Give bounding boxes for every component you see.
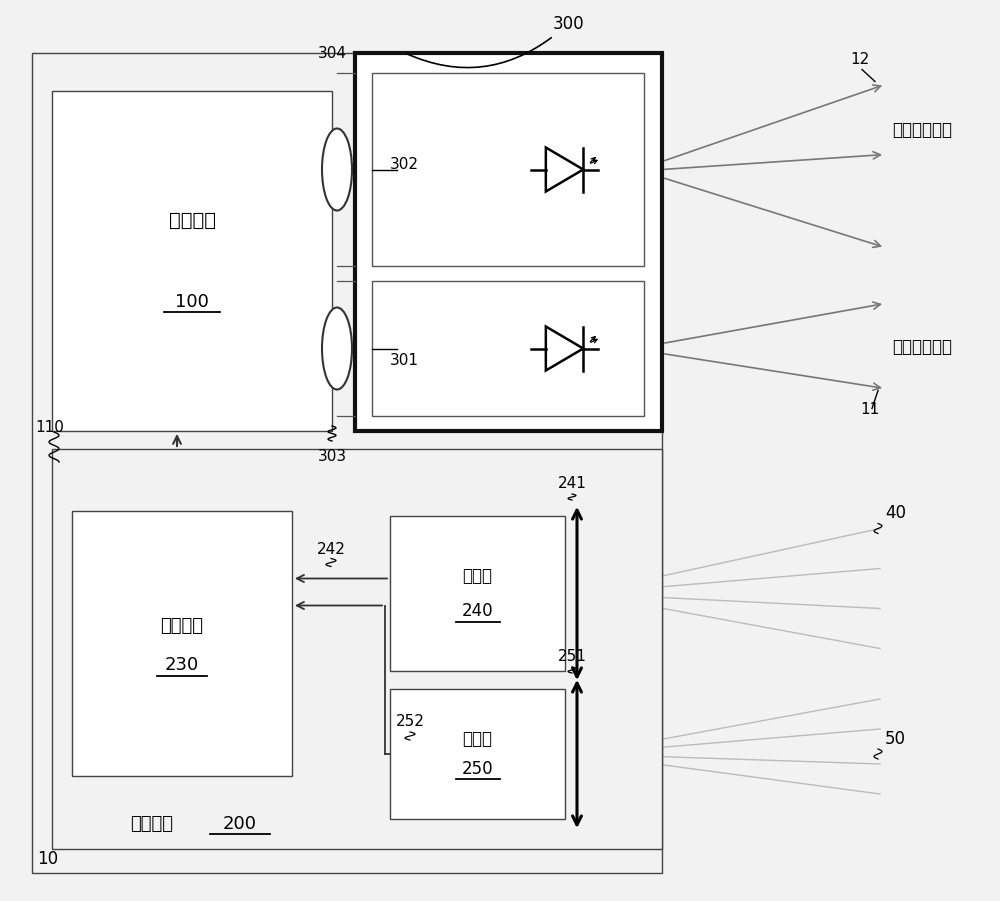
Text: 窄的可视光束: 窄的可视光束 (892, 338, 952, 356)
Bar (72, 511, 292, 776)
Text: 303: 303 (317, 449, 347, 464)
Bar (390, 689, 565, 819)
Bar (52, 449, 662, 849)
Bar (355, 53, 662, 431)
Bar (52, 91, 332, 431)
Text: 302: 302 (390, 157, 419, 172)
Text: 250: 250 (462, 760, 493, 778)
Text: 传感器: 传感器 (463, 567, 493, 585)
Text: 控制模块: 控制模块 (130, 815, 174, 833)
Text: 传感器: 传感器 (463, 730, 493, 748)
Ellipse shape (322, 307, 352, 389)
Text: 251: 251 (558, 649, 586, 664)
Text: 200: 200 (223, 815, 257, 833)
Text: 110: 110 (35, 420, 64, 435)
Text: 300: 300 (553, 15, 584, 33)
Text: 控制单元: 控制单元 (160, 616, 204, 634)
Text: 50: 50 (885, 730, 906, 748)
Text: 电源模块: 电源模块 (168, 211, 216, 230)
Text: 304: 304 (318, 46, 347, 61)
Bar (372, 73, 644, 266)
Text: 242: 242 (317, 542, 345, 557)
Text: 240: 240 (462, 603, 493, 621)
Text: 10: 10 (37, 850, 58, 868)
Bar (372, 281, 644, 416)
Text: 11: 11 (860, 402, 879, 416)
Text: 宽的可视光束: 宽的可视光束 (892, 121, 952, 139)
Ellipse shape (322, 129, 352, 211)
Bar (390, 516, 565, 671)
Text: 241: 241 (558, 476, 586, 491)
Text: 301: 301 (390, 353, 419, 368)
Text: 40: 40 (885, 505, 906, 523)
Text: 230: 230 (165, 657, 199, 675)
Text: 100: 100 (175, 293, 209, 311)
Bar (32, 53, 662, 873)
Text: 12: 12 (850, 52, 869, 68)
Text: 252: 252 (396, 714, 424, 729)
